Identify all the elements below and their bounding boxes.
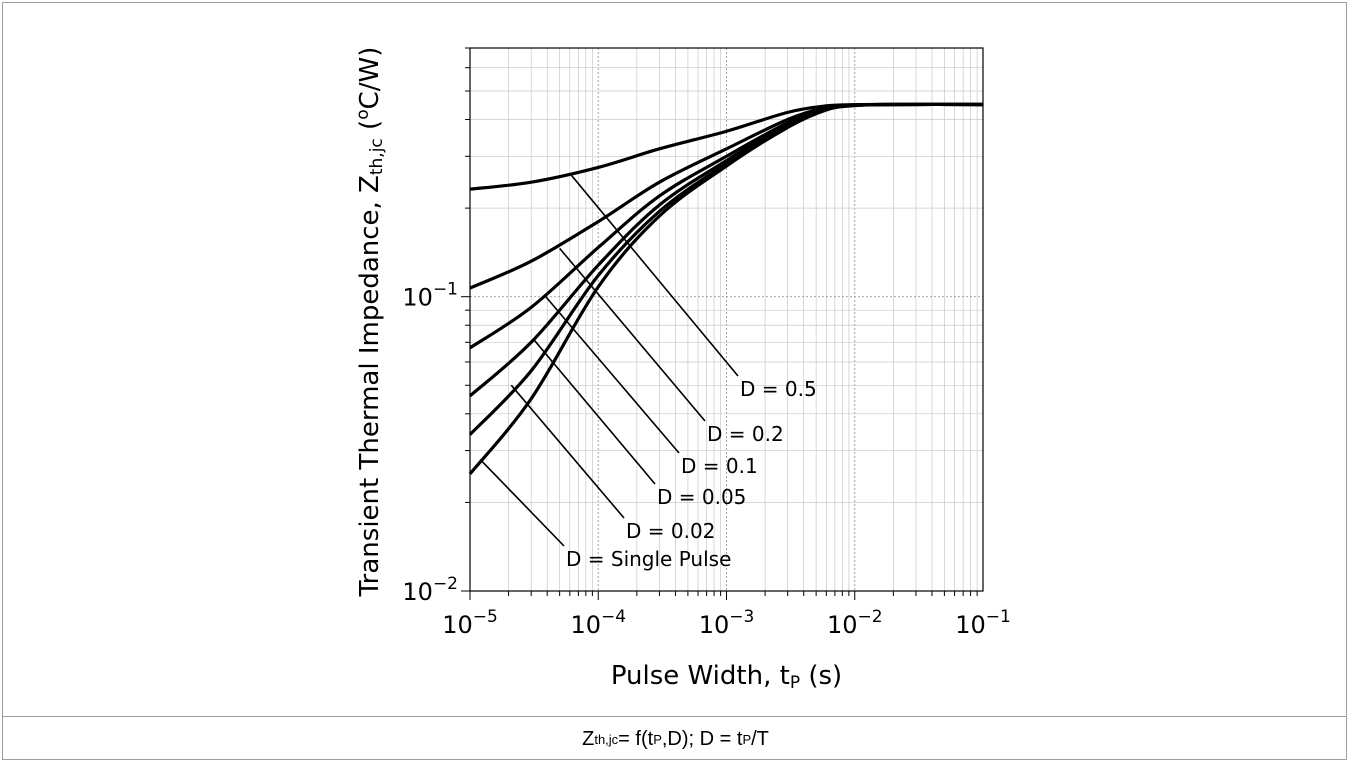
- caption-z-sub: th,jc: [594, 731, 619, 747]
- label-d-0-2: D = 0.2: [707, 422, 784, 446]
- axes: [461, 47, 984, 600]
- caption-t2-sub: P: [742, 731, 752, 747]
- y-tick-label: 10−2: [402, 574, 458, 606]
- x-tick-label: 10−4: [570, 607, 626, 639]
- plot-frame: [469, 47, 984, 592]
- x-tick-label: 10−1: [955, 607, 1011, 639]
- label-d-0-02: D = 0.02: [626, 519, 715, 543]
- y-axis-title: Transient Thermal Impedance, Zth,jc (oC/…: [353, 47, 387, 598]
- curves: [468, 102, 984, 475]
- leader-line-d-0-02: [510, 384, 625, 519]
- curve-d-single-pulse: [468, 102, 984, 475]
- grid: [469, 47, 983, 592]
- y-tick-label: 10−1: [402, 280, 458, 312]
- thermal-impedance-chart: 10−5 10−4 10−3 10−2 10−110−210−1 D = 0.5D = …: [353, 47, 1011, 693]
- leader-line-d-0-05: [532, 338, 656, 485]
- label-d-0-05: D = 0.05: [657, 485, 746, 509]
- leader-line-d-0-1: [545, 296, 680, 454]
- caption-end: /T: [751, 727, 769, 750]
- caption-t-sub: P: [653, 731, 662, 747]
- leader-line-d-0-5: [571, 175, 739, 377]
- caption-divider: [2, 716, 1347, 717]
- tick-labels: 10−5 10−4 10−3 10−2 10−1 10−2 10−1: [402, 280, 1010, 639]
- x-tick-label: 10−2: [827, 607, 883, 639]
- caption-mid2: ,D); D = t: [661, 727, 743, 750]
- label-d-single-pulse: D = Single Pulse: [566, 547, 731, 571]
- x-axis-title: Pulse Width, tP (s): [611, 661, 842, 693]
- x-tick-label: 10−3: [699, 607, 755, 639]
- caption-z: Z: [582, 727, 595, 750]
- curve-labels: D = 0.5 D = 0.2 D = 0.1 D = 0.05 D = 0.02 D =…: [479, 175, 817, 571]
- leader-line-d-single-pulse: [479, 458, 565, 547]
- caption-mid: = f(t: [618, 727, 654, 750]
- x-tick-label: 10−5: [442, 607, 498, 639]
- leader-line-d-0-2: [559, 247, 706, 422]
- label-d-0-5: D = 0.5: [740, 377, 817, 401]
- label-d-0-1: D = 0.1: [681, 454, 758, 478]
- axis-titles: Pulse Width, tP (s) Transient Thermal Imp…: [353, 47, 842, 693]
